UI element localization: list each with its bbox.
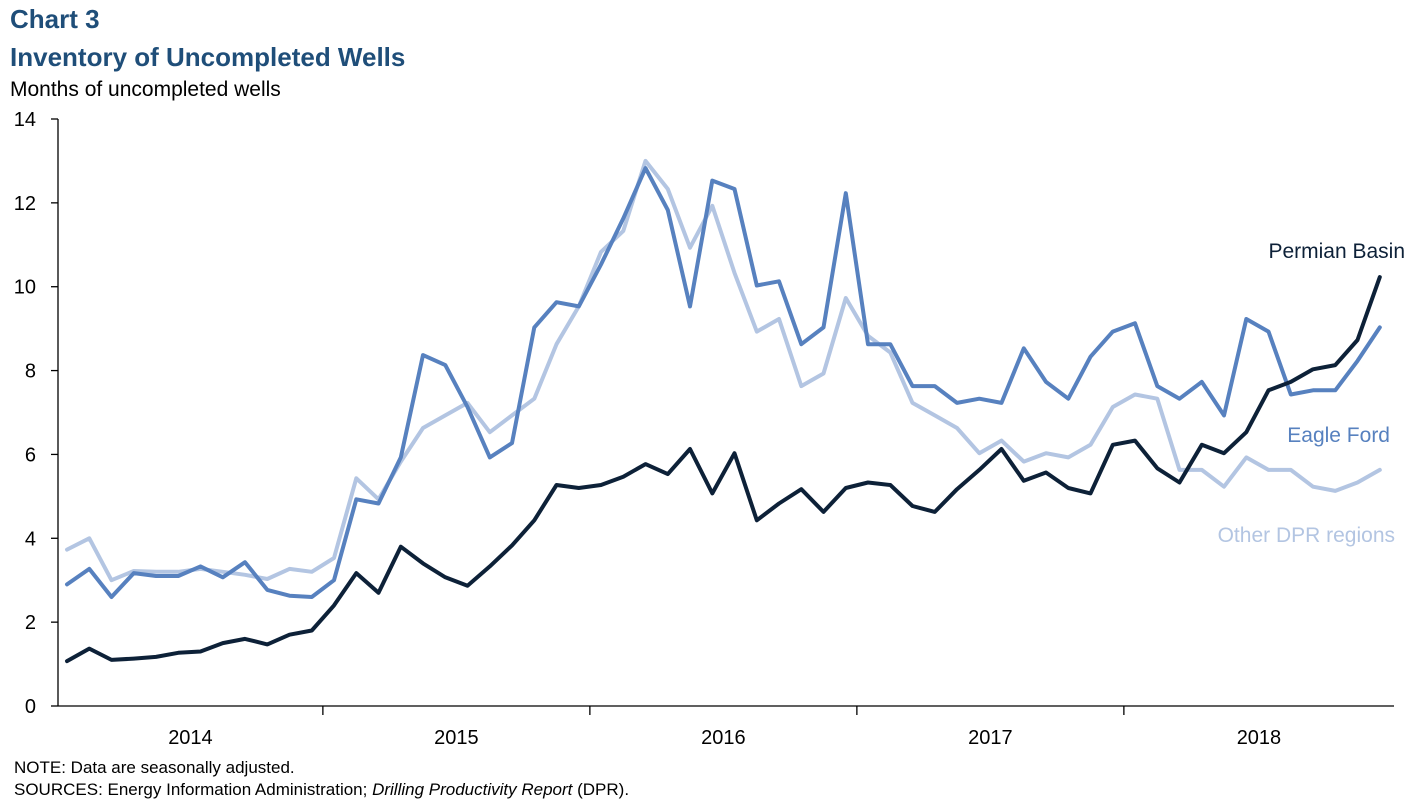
x-tick-label: 2018 [1237,727,1282,749]
x-axis-year-labels: 2014 2015 2016 2017 2018 [168,706,1281,749]
y-axis-label: Months of uncompleted wells [10,78,281,101]
series-label-other-dpr-regions: Other DPR regions [1218,524,1395,547]
y-tick-label: 10 [14,277,36,299]
y-tick-label: 14 [14,109,36,131]
series-line-other-dpr-regions [65,158,1382,583]
series-line-permian-basin [65,275,1382,664]
x-tick-label: 2015 [434,727,479,749]
series-label-permian-basin: Permian Basin [1268,240,1405,263]
x-tick-label: 2014 [168,727,213,749]
sources-suffix: (DPR). [572,780,630,799]
series-lines [65,158,1382,664]
chart-label: Chart 3 [10,4,100,34]
series-label-eagle-ford: Eagle Ford [1287,424,1390,447]
y-tick-label: 12 [14,193,36,215]
x-tick-label: 2017 [968,727,1013,749]
x-tick-label: 2016 [701,727,746,749]
line-chart: 0 2 4 6 8 10 12 14 2014 2015 2016 2017 2018 Other D… [14,109,1405,749]
sources-report-title: Drilling Productivity Report [372,780,573,799]
note-text: NOTE: Data are seasonally adjusted. [14,758,295,777]
y-tick-label: 8 [25,361,36,383]
sources-text: SOURCES: Energy Information Administrati… [14,780,629,800]
y-tick-label: 6 [25,444,36,466]
y-tick-label: 0 [25,696,36,718]
y-tick-label: 4 [25,528,36,550]
y-tick-label: 2 [25,612,36,634]
chart-axes [57,119,1394,707]
chart-title: Inventory of Uncompleted Wells [10,42,406,72]
sources-prefix: SOURCES: Energy Information Administrati… [14,780,373,799]
series-labels: Other DPR regions Eagle Ford Permian Basin [1218,240,1405,547]
y-axis-ticks: 0 2 4 6 8 10 12 14 [14,109,58,718]
series-line-eagle-ford [65,166,1382,599]
